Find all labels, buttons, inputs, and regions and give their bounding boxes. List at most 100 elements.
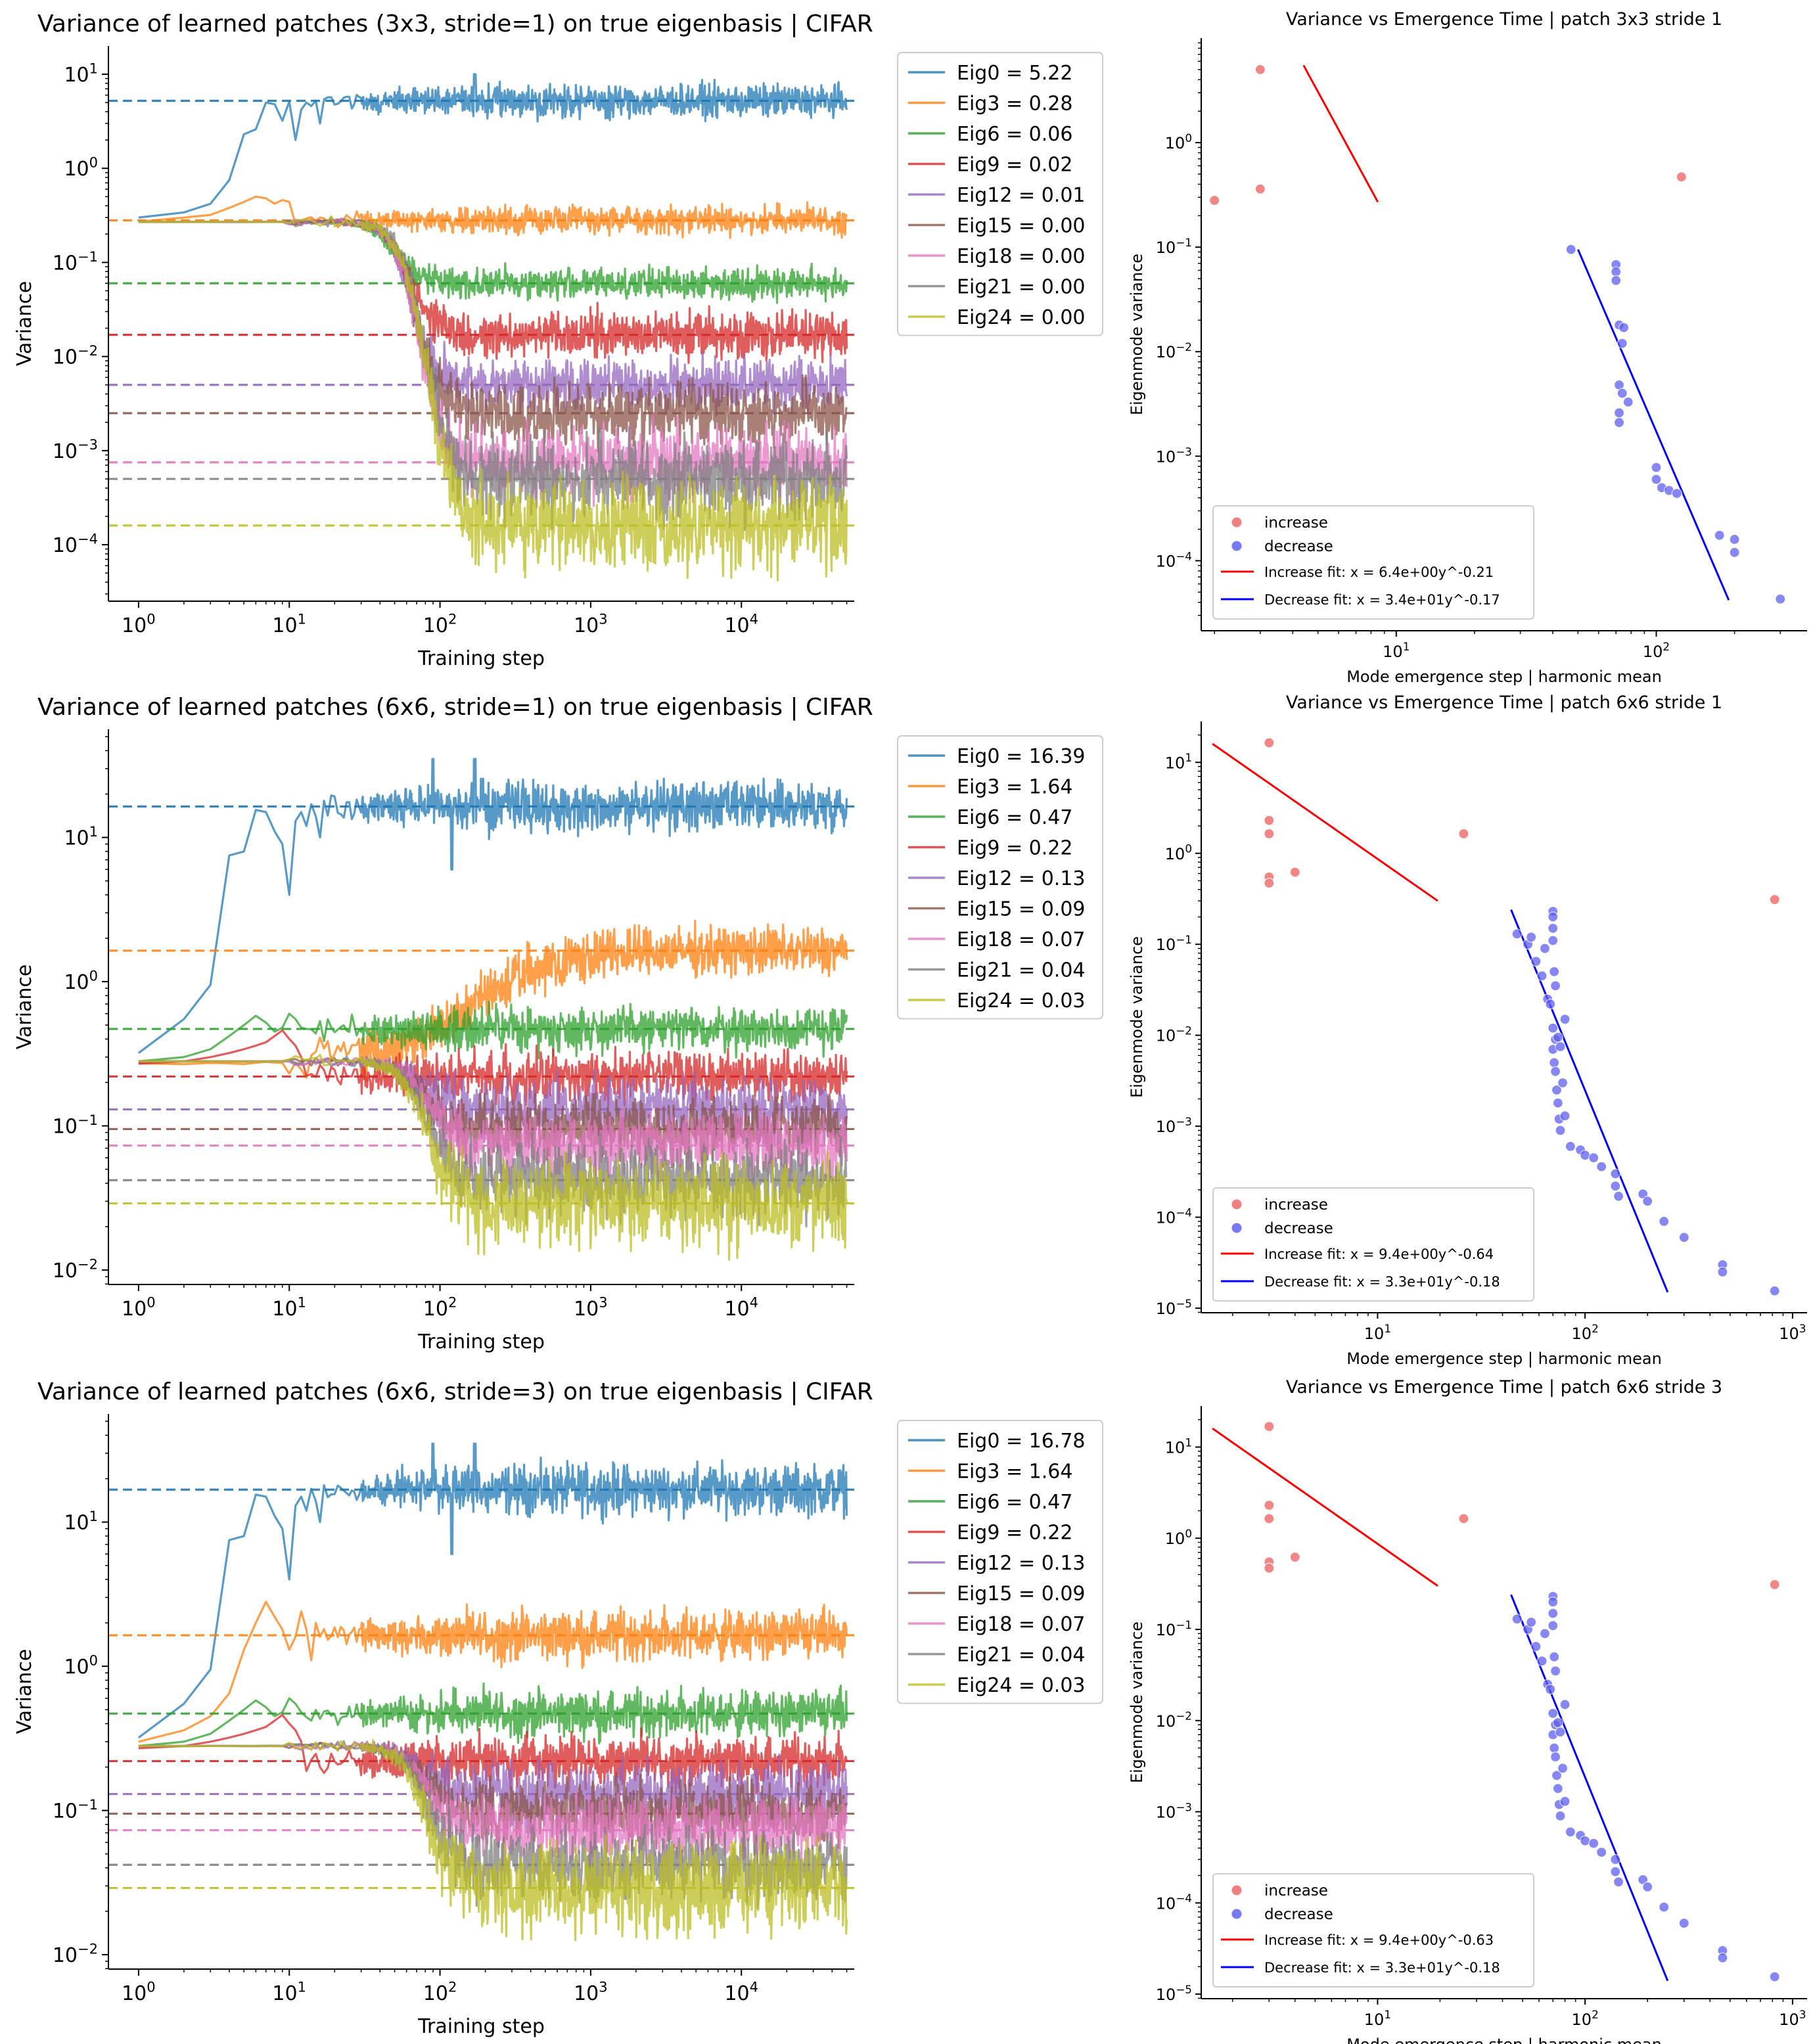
legend-frame [1212, 1187, 1534, 1302]
decrease-point [1610, 1866, 1621, 1877]
y-axis-label: Variance [13, 1649, 36, 1735]
panel-title: Variance of learned patches (3x3, stride… [37, 11, 873, 37]
decrease-point [1548, 935, 1559, 946]
decrease-point [1617, 388, 1628, 399]
decrease-point [1549, 980, 1561, 991]
increase-fit-line [1212, 742, 1438, 902]
decrease-point [1617, 338, 1628, 349]
decrease-point [1659, 1215, 1670, 1227]
increase-point [1289, 1551, 1300, 1563]
y-tick-label: 10−4 [1156, 1206, 1192, 1227]
increase-point [1264, 828, 1275, 840]
y-tick-label: 101 [1165, 1436, 1192, 1457]
decrease-point [1552, 1717, 1563, 1728]
decrease-point [1551, 1084, 1563, 1096]
legend-entry: Eig21 = 0.04 [957, 1644, 1086, 1667]
series-line [138, 1738, 848, 1942]
decrease-point [1557, 1077, 1569, 1089]
x-axis-label: Mode emergence step | harmonic mean [1346, 1350, 1662, 1368]
y-tick-label: 10−1 [1156, 933, 1192, 954]
decrease-point [1549, 966, 1560, 978]
increase-point [1458, 1513, 1469, 1524]
decrease-point [1551, 1770, 1563, 1781]
increase-point [1264, 737, 1275, 748]
legend: Eig0 = 5.22 Eig3 = 0.28 Eig6 = 0.06 Eig9 = … [897, 52, 1103, 336]
decrease-point [1536, 970, 1548, 982]
legend-entry: Eig0 = 5.22 [957, 62, 1072, 85]
x-tick-label: 104 [724, 1294, 758, 1321]
legend: Eig0 = 16.78 Eig3 = 1.64 Eig6 = 0.47 Eig9 =… [897, 1420, 1103, 1704]
decrease-point [1651, 474, 1662, 485]
x-tick-label: 103 [574, 1294, 608, 1321]
y-tick-label: 10−3 [53, 437, 98, 463]
decrease-point [1642, 1196, 1653, 1207]
decrease-point [1729, 547, 1740, 558]
legend-entry: Eig6 = 0.06 [957, 123, 1072, 146]
scatter-panel-3: Variance vs Emergence Time | patch 6x6 s… [1128, 1377, 1807, 2044]
decrease-point [1557, 1763, 1569, 1774]
legend-entry: Eig18 = 0.07 [957, 1613, 1086, 1636]
series-line [138, 919, 848, 1082]
decrease-point [1613, 417, 1625, 428]
decrease-point [1552, 1032, 1563, 1043]
series-line [138, 1001, 848, 1062]
legend-entry: Eig3 = 1.64 [957, 776, 1072, 799]
legend: Eig0 = 16.39 Eig3 = 1.64 Eig6 = 0.47 Eig9 =… [897, 735, 1103, 1020]
y-tick-label: 101 [64, 60, 98, 87]
x-tick-label: 103 [1779, 2008, 1806, 2029]
decrease-point [1622, 396, 1634, 407]
decrease-point [1545, 1684, 1556, 1695]
legend-entry: decrease [1264, 1220, 1333, 1237]
decrease-fit-line [1510, 1594, 1669, 1982]
y-axis-label: Variance [13, 281, 36, 367]
increase-point [1264, 1562, 1275, 1574]
decrease-point [1596, 1161, 1607, 1172]
series-line [138, 1740, 848, 1839]
line-panel-2: Variance of learned patches (6x6, stride… [13, 694, 1103, 1353]
decrease-point [1559, 1699, 1571, 1710]
x-tick-label: 102 [1643, 640, 1670, 661]
decrease-point [1613, 407, 1625, 419]
legend-entry: Eig3 = 0.28 [957, 93, 1072, 116]
legend-entry: increase [1264, 514, 1328, 532]
y-tick-label: 10−2 [1156, 1024, 1192, 1045]
decrease-point [1610, 1168, 1621, 1179]
legend-entry: Eig9 = 0.22 [957, 837, 1072, 860]
decrease-point [1549, 1666, 1561, 1677]
series-line [138, 216, 848, 453]
y-tick-label: 10−5 [1156, 1983, 1192, 2004]
legend-entry: Decrease fit: x = 3.3e+01y^-0.18 [1264, 1274, 1500, 1290]
legend-increase-marker [1231, 1885, 1242, 1896]
y-tick-label: 10−2 [53, 1941, 98, 1967]
decrease-point [1775, 593, 1786, 604]
x-tick-label: 102 [423, 1294, 457, 1321]
decrease-point [1555, 1125, 1566, 1136]
series-line [138, 1053, 848, 1261]
series-group [108, 1442, 854, 1942]
scatter-panel-1: Variance vs Emergence Time | patch 3x3 s… [1128, 9, 1807, 686]
decrease-point [1539, 1628, 1551, 1639]
decrease-point [1565, 1827, 1576, 1838]
decrease-point [1678, 1232, 1689, 1243]
x-tick-label: 100 [122, 1294, 156, 1321]
y-tick-label: 10−3 [1156, 1800, 1192, 1821]
x-tick-label: 100 [122, 611, 156, 637]
legend-entry: Increase fit: x = 9.4e+00y^-0.64 [1264, 1246, 1494, 1262]
decrease-point [1511, 1614, 1523, 1625]
legend-entry: Eig0 = 16.78 [957, 1430, 1086, 1453]
legend-entry: Eig21 = 0.00 [957, 276, 1086, 299]
increase-point [1458, 828, 1469, 840]
x-tick-label: 102 [423, 1979, 457, 2005]
legend-increase-marker [1231, 1199, 1242, 1210]
legend-entry: Increase fit: x = 6.4e+00y^-0.21 [1264, 564, 1494, 580]
legend-entry: Eig18 = 0.07 [957, 928, 1086, 951]
legend-entry: Increase fit: x = 9.4e+00y^-0.63 [1264, 1932, 1494, 1948]
decrease-point [1530, 956, 1542, 967]
decrease-point [1613, 1191, 1624, 1202]
legend-entry: Eig12 = 0.13 [957, 867, 1086, 890]
legend-entry: increase [1264, 1882, 1328, 1899]
decrease-point [1678, 1917, 1689, 1929]
legend-entry: Eig0 = 16.39 [957, 745, 1086, 768]
x-tick-label: 104 [724, 611, 758, 637]
